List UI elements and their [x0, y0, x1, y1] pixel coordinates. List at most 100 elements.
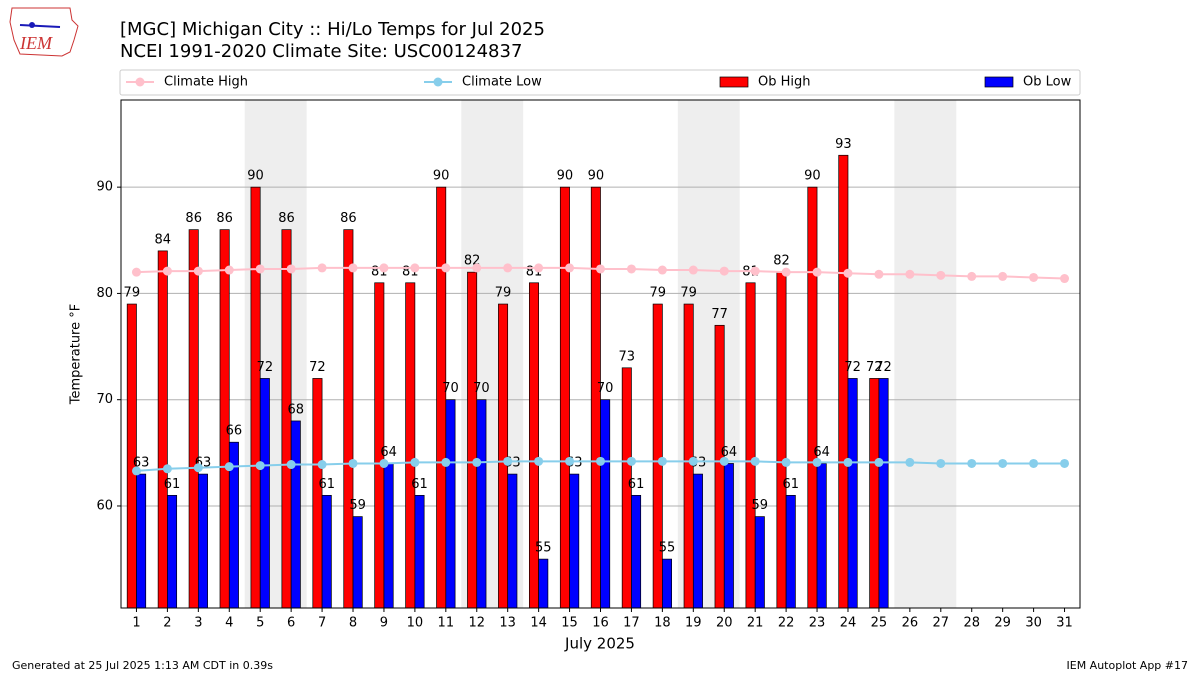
x-tick-label: 2: [163, 616, 171, 631]
y-tick-label: 90: [96, 180, 113, 195]
point: [224, 462, 234, 472]
legend-swatch: [984, 76, 1014, 88]
bar: [847, 378, 858, 609]
data-label: 59: [349, 498, 366, 513]
point: [317, 263, 327, 273]
bar: [436, 186, 447, 609]
bar: [281, 229, 292, 609]
point: [626, 456, 636, 466]
bar: [528, 282, 539, 609]
data-label: 61: [318, 477, 335, 492]
x-tick-label: 9: [380, 616, 388, 631]
chart-subtitle: NCEI 1991-2020 Climate Site: USC00124837: [120, 41, 522, 62]
point: [348, 458, 358, 468]
bar: [590, 186, 601, 609]
bar: [405, 282, 416, 609]
point: [131, 267, 141, 277]
data-label: 86: [340, 211, 357, 226]
point: [657, 456, 667, 466]
x-tick-label: 16: [592, 616, 609, 631]
point: [162, 266, 172, 276]
point: [441, 457, 451, 467]
data-label: 90: [588, 169, 605, 184]
point: [193, 266, 203, 276]
point: [193, 463, 203, 473]
point: [936, 458, 946, 468]
bar: [414, 494, 425, 609]
point: [317, 460, 327, 470]
bar: [197, 473, 208, 609]
bar: [321, 494, 332, 609]
data-label: 66: [226, 424, 243, 439]
point: [534, 263, 544, 273]
point: [503, 456, 513, 466]
bar: [136, 473, 147, 609]
point: [1060, 274, 1070, 284]
x-tick-label: 20: [716, 616, 733, 631]
y-tick-label: 60: [96, 498, 113, 513]
bar: [816, 463, 827, 609]
point: [998, 271, 1008, 281]
x-tick-label: 27: [933, 616, 950, 631]
data-label: 59: [752, 498, 769, 513]
point: [472, 457, 482, 467]
data-label: 79: [495, 286, 512, 301]
legend-label: Ob High: [758, 75, 811, 90]
x-tick-label: 23: [809, 616, 826, 631]
data-label: 70: [442, 381, 459, 396]
data-label: 61: [164, 477, 181, 492]
x-tick-label: 30: [1025, 616, 1042, 631]
point: [843, 268, 853, 278]
data-label: 70: [473, 381, 490, 396]
point: [750, 456, 760, 466]
point: [410, 457, 420, 467]
data-label: 70: [597, 381, 614, 396]
legend-label: Climate High: [164, 75, 248, 90]
point: [534, 456, 544, 466]
point: [967, 271, 977, 281]
data-label: 84: [154, 232, 171, 247]
x-tick-label: 24: [840, 616, 857, 631]
logo-dot: [29, 22, 35, 28]
data-label: 64: [721, 445, 738, 460]
x-tick-label: 22: [778, 616, 795, 631]
bar: [631, 494, 642, 609]
data-label: 82: [773, 254, 790, 269]
bar: [838, 154, 849, 609]
x-axis-label: July 2025: [564, 635, 635, 653]
data-label: 77: [711, 307, 728, 322]
logo-text: IEM: [19, 33, 53, 53]
y-axis-label: Temperature °F: [69, 304, 84, 405]
bar: [188, 229, 199, 609]
point: [719, 456, 729, 466]
x-tick-label: 5: [256, 616, 264, 631]
point: [967, 458, 977, 468]
footer-left: Generated at 25 Jul 2025 1:13 AM CDT in …: [12, 659, 273, 672]
point: [750, 266, 760, 276]
data-label: 64: [813, 445, 830, 460]
bar: [383, 463, 394, 609]
x-tick-label: 18: [654, 616, 671, 631]
data-label: 61: [782, 477, 799, 492]
point: [781, 267, 791, 277]
point: [1060, 458, 1070, 468]
point: [781, 457, 791, 467]
data-label: 79: [680, 286, 697, 301]
logo-line: [19, 24, 61, 28]
bar: [445, 399, 456, 609]
x-tick-label: 15: [561, 616, 578, 631]
bar: [219, 229, 230, 609]
point: [503, 263, 513, 273]
x-tick-label: 3: [194, 616, 202, 631]
x-tick-label: 29: [994, 616, 1011, 631]
bar: [745, 282, 756, 609]
x-tick-label: 10: [407, 616, 424, 631]
data-label: 68: [288, 402, 305, 417]
bar: [352, 516, 363, 609]
point: [255, 461, 265, 471]
x-tick-label: 13: [499, 616, 516, 631]
point: [441, 263, 451, 273]
data-label: 79: [649, 286, 666, 301]
legend-label: Ob Low: [1023, 75, 1072, 90]
bar: [785, 494, 796, 609]
